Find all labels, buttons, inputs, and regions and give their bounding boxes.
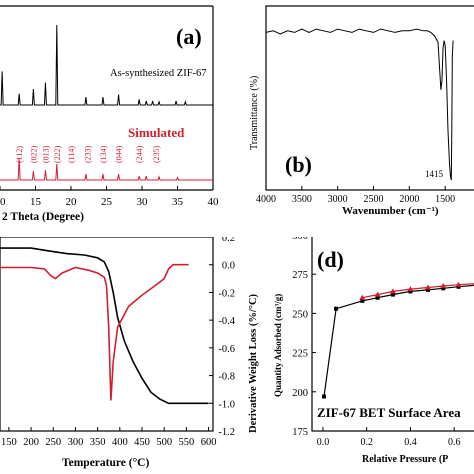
xrd-hkl-label: (244) [135, 145, 144, 163]
tga-x-label: Temperature (°C) [62, 457, 149, 469]
bet-desorption-marker [424, 284, 431, 290]
bet-y-tick-label: 175 [292, 427, 308, 438]
xrd-hkl-label: (114) [67, 146, 76, 163]
ftir-annotation-1415: 1415 [425, 169, 444, 179]
ftir-chart: 4000 3500 3000 2500 2000 1500 1415 (b) Wavenu… [249, 5, 474, 217]
bet-frame [311, 237, 474, 432]
ftir-x-label: Wavenumber (cm⁻¹) [342, 205, 439, 217]
tga-x-tick-label: 200 [23, 437, 39, 448]
xrd-x-tick-label: 40 [208, 196, 220, 208]
xrd-panel-label: (a) [176, 24, 202, 49]
tga-x-tick-label: 600 [201, 437, 217, 448]
tga-y-right-tick-label: 0.0 [222, 261, 235, 272]
tga-x-tick-label: 500 [156, 437, 172, 448]
xrd-hkl-label: (134) [99, 145, 108, 163]
tga-chart: 150 200 250 300 350 400 450 500 550 600 0.2 0.0 -0.2… [0, 237, 236, 469]
bet-adsorption-line [323, 284, 474, 397]
bet-y-tick-label: 200 [292, 388, 308, 399]
ftir-spectrum-line [265, 28, 454, 181]
bet-adsorption-marker [375, 295, 380, 300]
bet-adsorption-marker [322, 394, 327, 399]
xrd-x-label: 2 Theta (Degree) [2, 211, 84, 223]
bet-title: ZIF-67 BET Surface Area [317, 405, 461, 420]
xrd-series-line-1 [0, 157, 213, 181]
xrd-x-tick-label: 25 [101, 196, 113, 208]
bet-desorption-marker [389, 288, 396, 294]
bet-adsorption-marker [456, 284, 461, 289]
bet-x-label: Relative Pressure (P [362, 454, 448, 465]
tga-x-tick-label: 450 [134, 437, 150, 448]
bet-x-tick-label: 0.6 [448, 437, 461, 448]
xrd-hkl-label: (112) [15, 146, 24, 163]
tga-y-right-tick-label: -0.4 [218, 316, 235, 327]
bet-adsorption-marker [334, 306, 339, 311]
tga-y-right-tick-label: 0.2 [222, 237, 235, 244]
bet-desorption-marker [407, 286, 414, 292]
tga-frame [0, 237, 214, 432]
ftir-x-tick-label: 2000 [399, 194, 419, 205]
tga-x-tick-label: 400 [112, 437, 128, 448]
tga-y-right-tick-label: -0.2 [218, 288, 235, 299]
bet-y-tick-label: 300 [292, 237, 308, 242]
tga-x-tick-label: 150 [1, 437, 17, 448]
tga-y-right-tick-label: -0.6 [218, 344, 235, 355]
xrd-hkl-label: (044) [115, 145, 124, 163]
tga-right-label-overflow: Derivative Weight Loss (%/°C) [248, 293, 259, 433]
xrd-hkl-label: (235) [152, 145, 161, 163]
bet-panel-label: (d) [317, 247, 344, 272]
bet-adsorption-marker [425, 287, 430, 292]
bet-x-tick-label: 0.4 [404, 437, 417, 448]
xrd-x-tick-label: 15 [30, 196, 42, 208]
bet-adsorption-marker [360, 298, 365, 303]
bet-y-tick-label: 275 [292, 270, 308, 281]
tga-y-right-label-visible: Derivative Weight Loss (%/°C) [248, 293, 259, 433]
bet-y-tick-label: 225 [292, 349, 308, 360]
bet-x-tick-label: 0.0 [317, 437, 330, 448]
xrd-series-line-0 [0, 24, 213, 106]
xrd-x-tick-label: 20 [66, 196, 78, 208]
bet-y-tick-label: 250 [292, 309, 308, 320]
xrd-legend-synth: As-synthesized ZIF-67 [110, 68, 207, 79]
xrd-hkl-label: (233) [83, 145, 92, 163]
xrd-hkl-label: (013) [41, 145, 50, 163]
tga-x-tick-label: 350 [90, 437, 106, 448]
bet-desorption-marker [359, 294, 366, 300]
ftir-panel-label: (b) [285, 152, 312, 177]
ftir-x-tick-label: 1500 [435, 194, 455, 205]
bet-adsorption-marker [441, 286, 446, 291]
tga-x-tick-label: 300 [68, 437, 84, 448]
tga-y-right-tick-label: -1.0 [218, 399, 235, 410]
tga-x-tick-label: 250 [45, 437, 61, 448]
tga-weight-line [0, 247, 209, 405]
ftir-x-tick-label: 4000 [256, 194, 276, 205]
tga-y-right-tick-label: -0.8 [218, 372, 235, 383]
bet-y-label: Quantity Adsorbed (cm³/g) [273, 294, 283, 397]
bet-adsorption-marker [390, 292, 395, 297]
bet-chart: 0.0 0.2 0.4 0.6 175 200 225 250 275 300 (d) ZIF-6… [273, 237, 474, 465]
ftir-x-tick-label: 3000 [328, 194, 348, 205]
tga-x-tick-label: 550 [179, 437, 195, 448]
xrd-legend-sim: Simulated [128, 125, 185, 140]
bet-desorption-marker [455, 281, 462, 287]
tga-derivative-line [0, 263, 189, 401]
ftir-x-tick-label: 2500 [364, 194, 384, 205]
bet-adsorption-marker [408, 289, 413, 294]
xrd-hkl-label: (022) [29, 145, 38, 163]
bet-desorption-marker [440, 282, 447, 288]
xrd-x-tick-label: 35 [172, 196, 184, 208]
xrd-x-tick-label: 10 [0, 196, 6, 208]
xrd-x-tick-label: 30 [137, 196, 149, 208]
bet-desorption-marker [374, 291, 381, 297]
ftir-y-label: Transmittance (%) [249, 76, 260, 150]
ftir-x-tick-label: 3500 [292, 194, 312, 205]
xrd-chart: 10 15 20 25 30 35 40 (112) (022)(013)(222) (114)… [0, 5, 220, 223]
xrd-hkl-label: (222) [53, 145, 62, 163]
bet-x-tick-label: 0.2 [360, 437, 373, 448]
tga-y-right-tick-label: -1.2 [218, 427, 235, 438]
